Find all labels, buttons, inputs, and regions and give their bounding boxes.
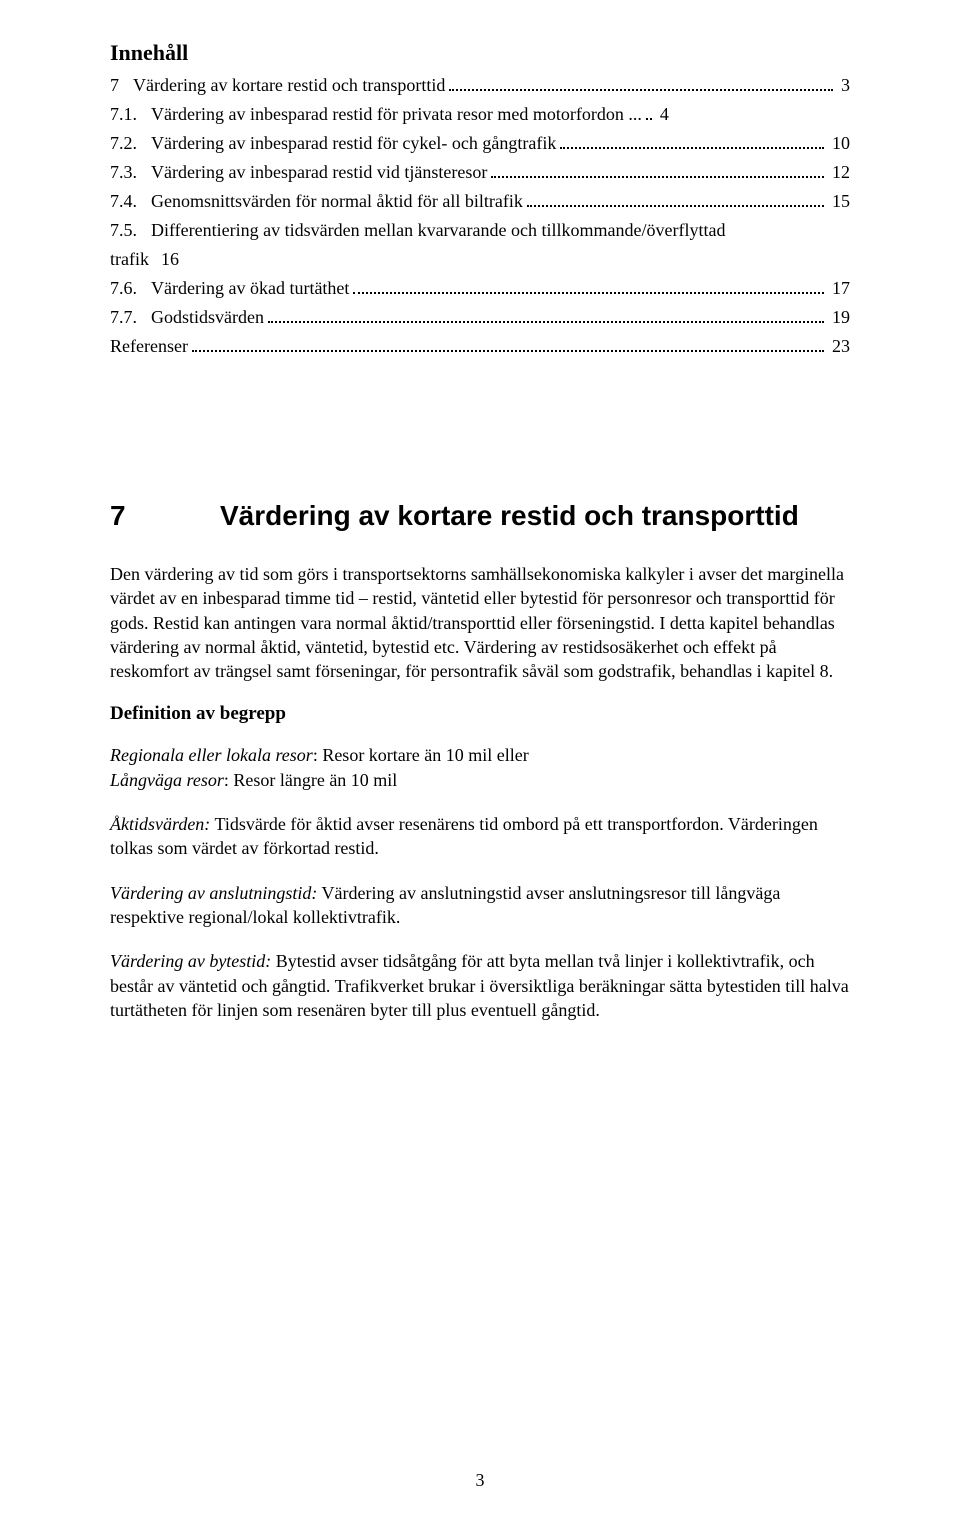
- toc-row: 7.4. Genomsnittsvärden för normal åktid …: [110, 188, 850, 215]
- chapter-title: Värdering av kortare restid och transpor…: [220, 500, 799, 532]
- toc-num: 7.5.: [110, 217, 151, 244]
- toc: 7 Värdering av kortare restid och transp…: [110, 72, 850, 360]
- toc-leader: [560, 131, 824, 149]
- definition-bytestid: Värdering av bytestid: Bytestid avser ti…: [110, 949, 850, 1022]
- toc-title-cont: trafik: [110, 246, 149, 273]
- body-text: Den värdering av tid som görs i transpor…: [110, 562, 850, 683]
- toc-page: 12: [828, 159, 850, 186]
- def-text-aktid: Tidsvärde för åktid avser resenärens tid…: [110, 814, 818, 858]
- toc-title: Värdering av inbesparad restid vid tjäns…: [151, 159, 487, 186]
- def-term-anslut: Värdering av anslutningstid:: [110, 883, 317, 903]
- toc-leader: [491, 160, 824, 178]
- toc-num: 7.7.: [110, 304, 151, 331]
- document-page: Innehåll 7 Värdering av kortare restid o…: [0, 0, 960, 1515]
- toc-leader: [646, 102, 652, 120]
- toc-page: 4: [656, 101, 669, 128]
- toc-row: 7.5. Differentiering av tidsvärden mella…: [110, 217, 850, 244]
- definition-regional-long: Regionala eller lokala resor: Resor kort…: [110, 743, 850, 792]
- toc-row: Referenser 23: [110, 333, 850, 360]
- toc-title: Genomsnittsvärden för normal åktid för a…: [151, 188, 523, 215]
- chapter-number: 7: [110, 500, 220, 532]
- toc-row: 7.2. Värdering av inbesparad restid för …: [110, 130, 850, 157]
- toc-num: 7.6.: [110, 275, 151, 302]
- definition-anslutningstid: Värdering av anslutningstid: Värdering a…: [110, 881, 850, 930]
- toc-leader: [268, 305, 824, 323]
- toc-page: 19: [828, 304, 850, 331]
- toc-page: 17: [828, 275, 850, 302]
- toc-page: 15: [828, 188, 850, 215]
- toc-num: 7.4.: [110, 188, 151, 215]
- toc-leader: [449, 73, 833, 91]
- toc-row: 7.3. Värdering av inbesparad restid vid …: [110, 159, 850, 186]
- def-text-regional: : Resor kortare än 10 mil eller: [313, 745, 529, 765]
- definition-aktid: Åktidsvärden: Tidsvärde för åktid avser …: [110, 812, 850, 861]
- toc-num: 7: [110, 72, 133, 99]
- toc-leader: [527, 189, 824, 207]
- toc-row-wrapped: 7.5. Differentiering av tidsvärden mella…: [110, 217, 850, 273]
- toc-page: 23: [828, 333, 850, 360]
- def-term-regional: Regionala eller lokala resor: [110, 745, 313, 765]
- toc-title: Differentiering av tidsvärden mellan kva…: [151, 217, 725, 244]
- definitions-block: Regionala eller lokala resor: Resor kort…: [110, 743, 850, 1022]
- def-text-long: : Resor längre än 10 mil: [224, 770, 397, 790]
- toc-row: trafik 16: [110, 246, 850, 273]
- toc-title: Värdering av inbesparad restid för priva…: [151, 101, 642, 128]
- toc-title: Värdering av inbesparad restid för cykel…: [151, 130, 556, 157]
- toc-heading: Innehåll: [110, 40, 850, 66]
- toc-page: 10: [828, 130, 850, 157]
- chapter-heading: 7 Värdering av kortare restid och transp…: [110, 500, 850, 532]
- def-term-bytes: Värdering av bytestid:: [110, 951, 271, 971]
- intro-paragraph: Den värdering av tid som görs i transpor…: [110, 562, 850, 683]
- toc-row: 7 Värdering av kortare restid och transp…: [110, 72, 850, 99]
- toc-title: Värdering av ökad turtäthet: [151, 275, 349, 302]
- toc-row: 7.1. Värdering av inbesparad restid för …: [110, 101, 850, 128]
- toc-num: 7.2.: [110, 130, 151, 157]
- toc-title: Referenser: [110, 333, 188, 360]
- toc-title: Värdering av kortare restid och transpor…: [133, 72, 445, 99]
- toc-page: 16: [157, 246, 179, 273]
- toc-title: Godstidsvärden: [151, 304, 264, 331]
- toc-num: 7.3.: [110, 159, 151, 186]
- toc-num: 7.1.: [110, 101, 151, 128]
- def-term-aktid: Åktidsvärden:: [110, 814, 210, 834]
- definitions-heading: Definition av begrepp: [110, 703, 850, 725]
- page-number: 3: [0, 1470, 960, 1491]
- toc-leader: [353, 276, 824, 294]
- toc-leader: [192, 334, 824, 352]
- def-term-long: Långväga resor: [110, 770, 224, 790]
- toc-row: 7.7. Godstidsvärden 19: [110, 304, 850, 331]
- toc-page: 3: [837, 72, 850, 99]
- toc-row: 7.6. Värdering av ökad turtäthet 17: [110, 275, 850, 302]
